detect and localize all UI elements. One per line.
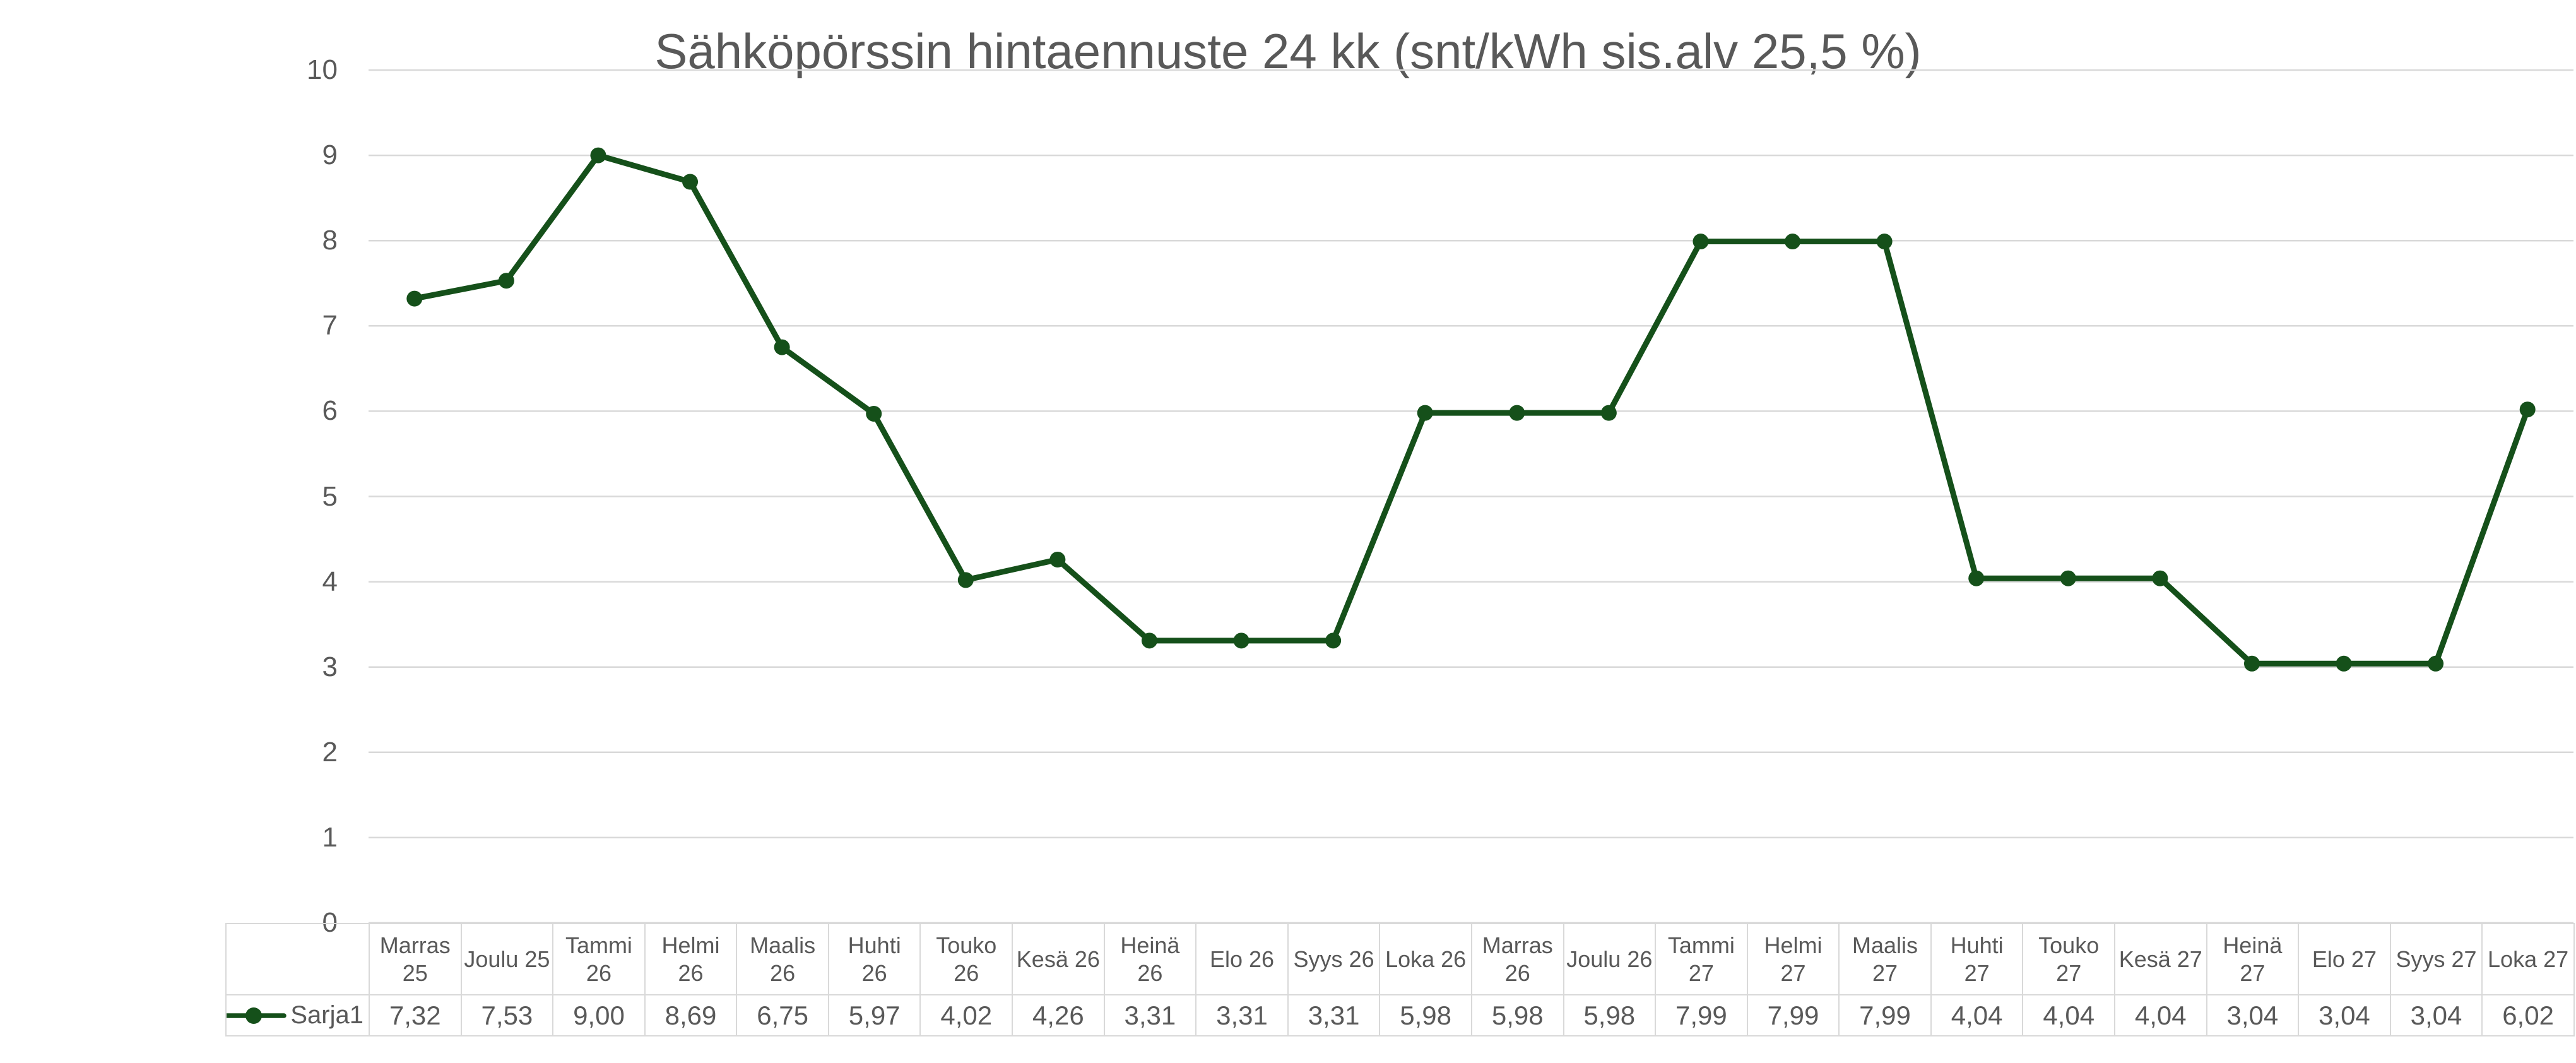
category-header-cell: Huhti 27 <box>1930 923 2024 995</box>
y-axis-tick-label: 6 <box>322 395 338 427</box>
category-header-cell: Elo 26 <box>1195 923 1289 995</box>
category-header-cell: Joulu 26 <box>1563 923 1657 995</box>
value-cell: 6,02 <box>2481 994 2575 1036</box>
data-point-marker <box>2428 655 2444 672</box>
data-point-marker <box>866 405 882 422</box>
series-name-label: Sarja1 <box>290 1001 363 1029</box>
series-line <box>411 152 2531 667</box>
value-cell: 3,04 <box>2298 994 2391 1036</box>
category-header-cell: Syys 27 <box>2389 923 2483 995</box>
value-cell: 3,04 <box>2389 994 2483 1036</box>
value-cell: 7,99 <box>1655 994 1748 1036</box>
value-cell: 4,04 <box>1930 994 2024 1036</box>
category-header-cell: Helmi 26 <box>644 923 738 995</box>
value-cell: 5,97 <box>827 994 921 1036</box>
data-point-marker <box>1968 570 1985 586</box>
data-point-marker <box>1049 551 1066 567</box>
category-header-cell: Tammi 27 <box>1655 923 1748 995</box>
chart-title: Sähköpörssin hintaennuste 24 kk (snt/kWh… <box>654 23 1922 79</box>
value-cell: 7,99 <box>1746 994 1840 1036</box>
series-value-row: Sarja1 7,32 7,53 9,00 8,69 6,75 5,97 4,02 4,26 3,… <box>225 994 2575 1036</box>
data-point-marker <box>1325 632 1342 649</box>
category-header-cell: Touko 27 <box>2022 923 2115 995</box>
value-cell: 4,04 <box>2113 994 2207 1036</box>
y-axis-tick-label: 1 <box>322 821 338 853</box>
data-point-marker <box>1233 632 1250 649</box>
data-point-marker <box>498 273 514 289</box>
category-header-cell: Touko 26 <box>919 923 1013 995</box>
category-header-cell: Elo 27 <box>2298 923 2391 995</box>
y-axis-tick-label: 4 <box>322 566 338 597</box>
data-point-marker <box>1509 405 1525 421</box>
value-cell: 4,04 <box>2022 994 2115 1036</box>
data-point-marker <box>1785 234 1801 250</box>
data-point-marker <box>682 174 699 190</box>
data-point-marker <box>1141 632 1157 649</box>
legend-cell: Sarja1 <box>225 994 370 1036</box>
data-point-marker <box>590 147 606 163</box>
y-axis: 0 1 2 3 4 5 6 7 8 9 10 <box>0 0 338 1063</box>
value-cell: 4,26 <box>1012 994 1105 1036</box>
value-cell: 8,69 <box>644 994 738 1036</box>
category-header-cell: Loka 27 <box>2481 923 2575 995</box>
category-header-cell: Heinä 26 <box>1103 923 1197 995</box>
category-header-cell: Maalis 26 <box>736 923 829 995</box>
data-point-marker <box>2336 655 2352 672</box>
y-axis-tick-label: 8 <box>322 225 338 256</box>
value-cell: 7,32 <box>369 994 462 1036</box>
category-header-cell: Helmi 27 <box>1746 923 1840 995</box>
category-header-cell: Maalis 27 <box>1838 923 1932 995</box>
data-point-marker <box>957 572 974 588</box>
category-header-cell: Marras 26 <box>1470 923 1564 995</box>
value-cell: 4,02 <box>919 994 1013 1036</box>
y-axis-tick-label: 10 <box>307 54 338 85</box>
data-point-marker <box>2243 655 2260 672</box>
category-header-cell: Heinä 27 <box>2206 923 2300 995</box>
value-cell: 7,99 <box>1838 994 1932 1036</box>
table-corner-cell <box>225 923 370 995</box>
data-point-marker <box>2152 570 2168 586</box>
category-header-cell: Kesä 27 <box>2113 923 2207 995</box>
value-cell: 5,98 <box>1563 994 1657 1036</box>
category-header-cell: Tammi 26 <box>552 923 646 995</box>
y-axis-tick-label: 9 <box>322 140 338 171</box>
y-axis-tick-label: 5 <box>322 480 338 512</box>
data-point-marker <box>1876 234 1893 250</box>
y-axis-tick-label: 3 <box>322 651 338 682</box>
value-cell: 5,98 <box>1379 994 1472 1036</box>
value-cell: 9,00 <box>552 994 646 1036</box>
value-cell: 3,04 <box>2206 994 2300 1036</box>
category-header-cell: Loka 26 <box>1379 923 1472 995</box>
value-cell: 7,53 <box>460 994 554 1036</box>
category-header-cell: Kesä 26 <box>1012 923 1105 995</box>
data-point-marker <box>1417 405 1433 421</box>
value-cell: 5,98 <box>1470 994 1564 1036</box>
data-point-marker <box>1600 405 1617 421</box>
data-point-marker <box>774 339 790 355</box>
category-header-row: Marras 25 Joulu 25 Tammi 26 Helmi 26 Maalis … <box>225 923 2575 995</box>
value-cell: 3,31 <box>1287 994 1381 1036</box>
category-header-cell: Marras 25 <box>369 923 462 995</box>
data-point-marker <box>2060 570 2076 586</box>
value-cell: 6,75 <box>736 994 829 1036</box>
data-point-marker <box>406 290 423 307</box>
category-header-cell: Syys 26 <box>1287 923 1381 995</box>
data-point-marker <box>2519 401 2536 418</box>
data-point-marker <box>1693 234 1709 250</box>
value-cell: 3,31 <box>1103 994 1197 1036</box>
series-marker-icon <box>227 1007 287 1024</box>
value-cell: 3,31 <box>1195 994 1289 1036</box>
category-header-cell: Joulu 25 <box>460 923 554 995</box>
data-table: Marras 25 Joulu 25 Tammi 26 Helmi 26 Maalis … <box>225 923 2575 1036</box>
y-axis-tick-label: 2 <box>322 736 338 768</box>
category-header-cell: Huhti 26 <box>827 923 921 995</box>
y-axis-tick-label: 7 <box>322 310 338 341</box>
